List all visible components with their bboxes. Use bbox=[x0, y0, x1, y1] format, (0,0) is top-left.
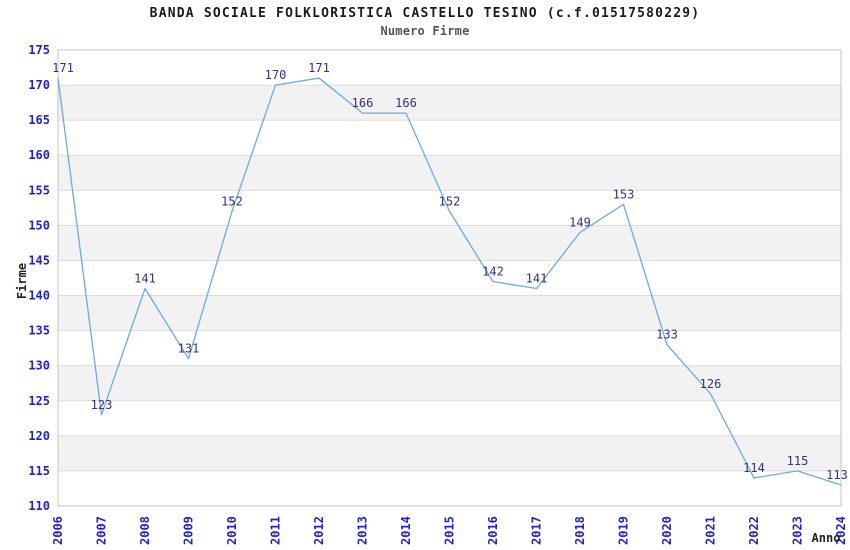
y-tick-label: 110 bbox=[28, 499, 50, 513]
x-tick-label: 2019 bbox=[617, 516, 631, 545]
x-axis-label: Anno bbox=[812, 531, 841, 545]
data-point-label: 170 bbox=[265, 68, 287, 82]
x-tick-label: 2017 bbox=[530, 516, 544, 545]
x-tick-label: 2018 bbox=[573, 516, 587, 545]
data-point-label: 149 bbox=[569, 215, 591, 229]
y-tick-label: 150 bbox=[28, 218, 50, 232]
x-tick-label: 2007 bbox=[95, 516, 109, 545]
y-tick-label: 175 bbox=[28, 43, 50, 57]
grid-band bbox=[58, 85, 841, 121]
y-axis-label: Firme bbox=[15, 263, 29, 299]
data-point-label: 142 bbox=[482, 265, 504, 279]
chart-title: BANDA SOCIALE FOLKLORISTICA CASTELLO TES… bbox=[149, 6, 701, 21]
grid-band bbox=[58, 155, 841, 191]
y-tick-label: 115 bbox=[28, 464, 50, 478]
data-line bbox=[57, 77, 842, 486]
grid-band bbox=[58, 225, 841, 261]
plot-border bbox=[57, 49, 842, 507]
data-point-label: 166 bbox=[352, 96, 374, 110]
data-point-label: 141 bbox=[526, 272, 548, 286]
y-tick-label: 165 bbox=[28, 113, 50, 127]
y-tick-label: 125 bbox=[28, 394, 50, 408]
data-point-label: 115 bbox=[787, 454, 809, 468]
x-tick-label: 2024 bbox=[834, 516, 848, 545]
x-tick-label: 2022 bbox=[747, 516, 761, 545]
y-tick-label: 170 bbox=[28, 78, 50, 92]
y-tick-label: 145 bbox=[28, 253, 50, 267]
x-tick-label: 2012 bbox=[312, 516, 326, 545]
grid-band bbox=[58, 435, 841, 471]
data-point-label: 141 bbox=[134, 272, 156, 286]
x-tick-label: 2021 bbox=[704, 516, 718, 545]
grid-band bbox=[58, 365, 841, 401]
y-tick-label: 140 bbox=[28, 289, 50, 303]
x-tick-label: 2023 bbox=[791, 516, 805, 545]
data-point-label: 153 bbox=[613, 187, 635, 201]
x-tick-label: 2009 bbox=[182, 516, 196, 545]
chart-subtitle: Numero Firme bbox=[380, 24, 470, 38]
x-tick-label: 2013 bbox=[356, 516, 370, 545]
y-tick-label: 160 bbox=[28, 148, 50, 162]
data-point-label: 123 bbox=[91, 398, 113, 412]
grid-band bbox=[58, 295, 841, 331]
data-point-label: 133 bbox=[656, 328, 678, 342]
y-tick-label: 130 bbox=[28, 359, 50, 373]
x-tick-label: 2008 bbox=[138, 516, 152, 545]
data-point-label: 114 bbox=[743, 461, 765, 475]
data-point-label: 166 bbox=[395, 96, 417, 110]
y-tick-label: 135 bbox=[28, 324, 50, 338]
y-tick-label: 155 bbox=[28, 183, 50, 197]
x-tick-label: 2015 bbox=[443, 516, 457, 545]
x-tick-label: 2020 bbox=[660, 516, 674, 545]
data-point-label: 126 bbox=[700, 377, 722, 391]
x-tick-label: 2006 bbox=[51, 516, 65, 545]
data-point-label: 113 bbox=[826, 468, 848, 482]
x-tick-label: 2016 bbox=[486, 516, 500, 545]
y-tick-label: 120 bbox=[28, 429, 50, 443]
data-point-label: 171 bbox=[52, 61, 74, 75]
data-point-label: 171 bbox=[308, 61, 330, 75]
x-tick-label: 2010 bbox=[225, 516, 239, 545]
data-point-label: 152 bbox=[439, 194, 461, 208]
data-point-label: 131 bbox=[178, 342, 200, 356]
x-tick-label: 2014 bbox=[399, 516, 413, 545]
data-point-label: 152 bbox=[221, 194, 243, 208]
x-tick-label: 2011 bbox=[269, 516, 283, 545]
